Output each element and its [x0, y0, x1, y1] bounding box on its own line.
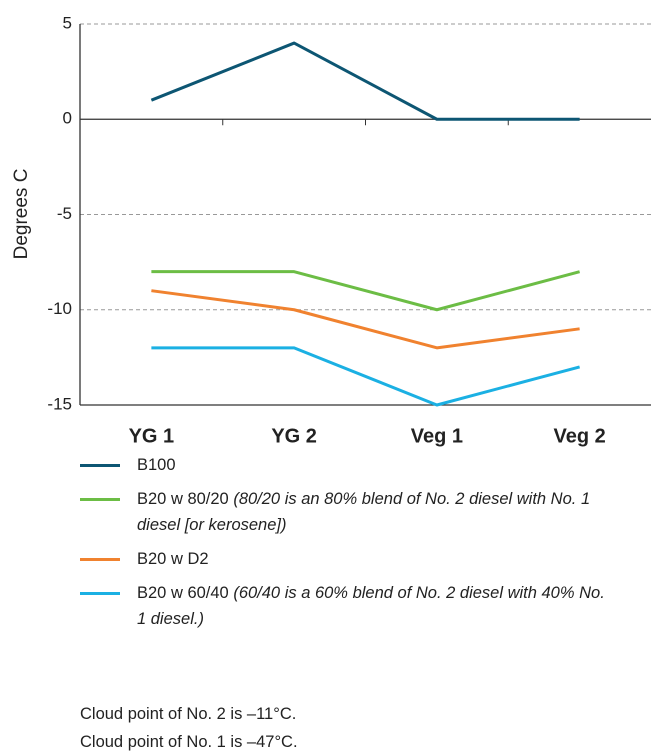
legend-label: B100 [137, 456, 176, 474]
legend-item: B20 w 60/40 (60/40 is a 60% blend of No.… [80, 580, 617, 632]
y-tick-label: 0 [63, 109, 72, 128]
x-tick-label: YG 1 [129, 425, 175, 447]
legend-note: (60/40 is a 60% blend of No. 2 diesel wi… [137, 584, 605, 628]
y-tick-label: -15 [47, 394, 72, 413]
series-line [151, 270, 581, 312]
y-tick-label: 5 [63, 13, 72, 32]
legend-swatch [80, 592, 120, 595]
x-tick-label: Veg 2 [553, 425, 605, 447]
legend-label: B20 w 80/20 [137, 490, 229, 508]
footnote: Cloud point of No. 1 is –47°C. [80, 733, 298, 751]
legend-swatch [80, 498, 120, 501]
x-tick-label: Veg 1 [411, 425, 463, 447]
legend: B100 B20 w 80/20 (80/20 is an 80% blend o… [80, 452, 640, 640]
chart: Degrees C 5 0 -5 -10 -15 YG 1 YG 2 Veg 1 Veg 2 [11, 13, 651, 447]
series-line [150, 41, 580, 121]
notes: Cloud point of No. 2 is –11°C. Cloud poin… [80, 700, 298, 756]
x-tick-label: YG 2 [271, 425, 317, 447]
series-line [151, 346, 581, 407]
y-tick-label: -10 [47, 299, 72, 318]
legend-swatch [80, 558, 120, 561]
series-line [151, 289, 580, 350]
legend-item: B100 [80, 452, 617, 478]
legend-note: (80/20 is an 80% blend of No. 2 diesel w… [137, 490, 591, 534]
legend-item: B20 w 80/20 (80/20 is an 80% blend of No… [80, 486, 617, 538]
legend-swatch [80, 464, 120, 467]
y-tick-label: -5 [57, 204, 72, 223]
legend-label: B20 w 60/40 [137, 584, 229, 602]
footnote: Cloud point of No. 2 is –11°C. [80, 705, 297, 723]
y-axis-label: Degrees C [11, 169, 32, 260]
legend-item: B20 w D2 [80, 546, 617, 572]
legend-label: B20 w D2 [137, 550, 209, 568]
